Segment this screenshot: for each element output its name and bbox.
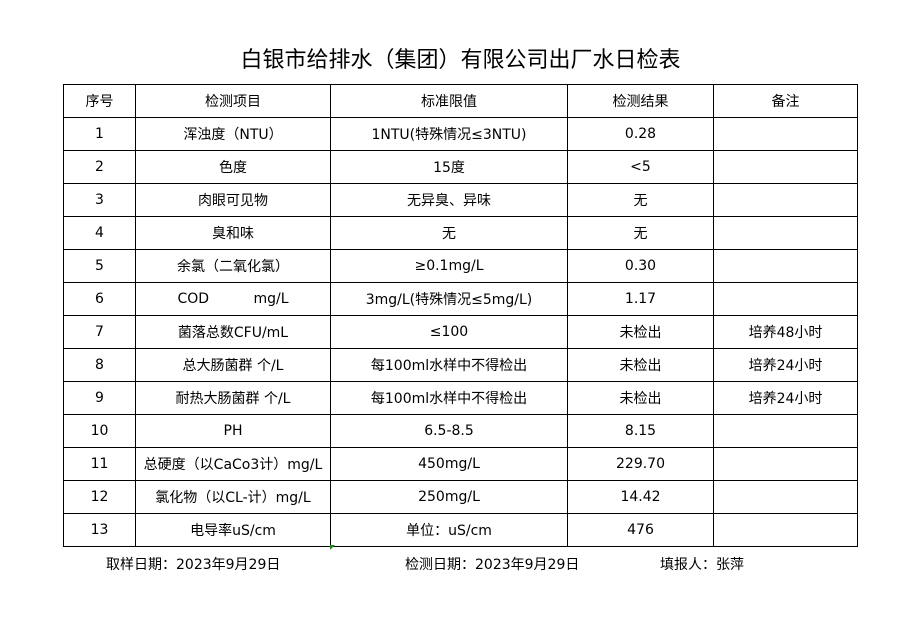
test-item: 电导率uS/cm: [135, 513, 331, 547]
test-result: 未检出: [567, 348, 714, 382]
header-test-item: 检测项目: [135, 84, 331, 118]
cell-indicator-icon: [330, 545, 335, 550]
standard-limit: 1NTU(特殊情况≤3NTU): [330, 117, 568, 151]
standard-limit: 450mg/L: [330, 447, 568, 481]
standard-limit: ≤100: [330, 315, 568, 349]
row-number: 4: [63, 216, 136, 250]
remark: 培养24小时: [713, 348, 858, 382]
remark: [713, 282, 858, 316]
table-row: 4 臭和味无无: [63, 216, 858, 250]
header-remark: 备注: [713, 84, 858, 118]
remark: 培养24小时: [713, 381, 858, 415]
standard-limit: 单位：uS/cm: [330, 513, 568, 547]
row-number: 7: [63, 315, 136, 349]
remark: [713, 414, 858, 448]
table-row: 5 余氯（二氧化氯） ≥0.1mg/L 0.30: [63, 249, 858, 283]
table-row: 2 色度 15度 <5: [63, 150, 858, 184]
standard-limit: 250mg/L: [330, 480, 568, 514]
page-title: 白银市给排水（集团）有限公司出厂水日检表: [240, 48, 681, 73]
standard-limit: ≥0.1mg/L: [330, 249, 568, 283]
header-row-number: 序号: [63, 84, 136, 118]
test-item: 色度: [135, 150, 331, 184]
test-item: 臭和味: [135, 216, 331, 250]
test-result: 1.17: [567, 282, 714, 316]
test-item: 总硬度（以CaCo3计）mg/L: [135, 447, 331, 481]
remark: [713, 183, 858, 217]
row-number: 10: [63, 414, 136, 448]
row-number: 13: [63, 513, 136, 547]
table-row: 3 肉眼可见物 无异臭、异味无: [63, 183, 858, 217]
table-row: 6 COD mg/L 3mg/L(特殊情况≤5mg/L) 1.17: [63, 282, 858, 316]
remark: [713, 480, 858, 514]
remark: [713, 150, 858, 184]
test-item: 菌落总数CFU/mL: [135, 315, 331, 349]
test-result: 229.70: [567, 447, 714, 481]
table-row: 10 PH 6.5-8.5 8.15: [63, 414, 858, 448]
standard-limit: 无异臭、异味: [330, 183, 568, 217]
test-result: 未检出: [567, 381, 714, 415]
standard-limit: 6.5-8.5: [330, 414, 568, 448]
test-result: 476: [567, 513, 714, 547]
standard-limit: 无: [330, 216, 568, 250]
test-result: 0.30: [567, 249, 714, 283]
inspection-table: 序号 检测项目 标准限值 检测结果 备注 1 浑浊度（NTU） 1NTU(特殊情况≤3NTU)…: [63, 84, 858, 547]
test-result: 无: [567, 216, 714, 250]
remark: [713, 249, 858, 283]
row-number: 3: [63, 183, 136, 217]
remark: [713, 216, 858, 250]
table-row: 12 氯化物（以CL-计）mg/L 250mg/L 14.42: [63, 480, 858, 514]
test-date: 检测日期：2023年9月29日: [405, 557, 580, 573]
table-row: 1 浑浊度（NTU） 1NTU(特殊情况≤3NTU) 0.28: [63, 117, 858, 151]
test-item: 氯化物（以CL-计）mg/L: [135, 480, 331, 514]
test-item: 浑浊度（NTU）: [135, 117, 331, 151]
test-result: 未检出: [567, 315, 714, 349]
remark: 培养48小时: [713, 315, 858, 349]
row-number: 1: [63, 117, 136, 151]
test-item: PH: [135, 414, 331, 448]
test-item: 耐热大肠菌群 个/L: [135, 381, 331, 415]
row-number: 9: [63, 381, 136, 415]
test-item: COD mg/L: [135, 282, 331, 316]
test-result: 0.28: [567, 117, 714, 151]
row-number: 11: [63, 447, 136, 481]
row-number: 12: [63, 480, 136, 514]
table-row: 7 菌落总数CFU/mL ≤100 未检出 培养48小时: [63, 315, 858, 349]
standard-limit: 15度: [330, 150, 568, 184]
test-item: 余氯（二氧化氯）: [135, 249, 331, 283]
sampling-date: 取样日期：2023年9月29日: [106, 557, 281, 573]
test-result: 14.42: [567, 480, 714, 514]
row-number: 2: [63, 150, 136, 184]
test-result: 无: [567, 183, 714, 217]
table-row: 11 总硬度（以CaCo3计）mg/L 450mg/L 229.70: [63, 447, 858, 481]
table-row: 8 总大肠菌群 个/L 每100ml水样中不得检出 未检出 培养24小时: [63, 348, 858, 382]
row-number: 8: [63, 348, 136, 382]
table-row: 9 耐热大肠菌群 个/L 每100ml水样中不得检出 未检出 培养24小时: [63, 381, 858, 415]
standard-limit: 3mg/L(特殊情况≤5mg/L): [330, 282, 568, 316]
remark: [713, 447, 858, 481]
header-test-result: 检测结果: [567, 84, 714, 118]
test-result: <5: [567, 150, 714, 184]
table-row: 13 电导率uS/cm 单位：uS/cm 476: [63, 513, 858, 547]
row-number: 5: [63, 249, 136, 283]
standard-limit: 每100ml水样中不得检出: [330, 348, 568, 382]
reporter: 填报人：张萍: [660, 557, 744, 573]
standard-limit: 每100ml水样中不得检出: [330, 381, 568, 415]
header-row: 序号 检测项目 标准限值 检测结果 备注: [63, 84, 858, 118]
remark: [713, 513, 858, 547]
row-number: 6: [63, 282, 136, 316]
test-result: 8.15: [567, 414, 714, 448]
test-item: 总大肠菌群 个/L: [135, 348, 331, 382]
test-item: 肉眼可见物: [135, 183, 331, 217]
remark: [713, 117, 858, 151]
header-standard-limit: 标准限值: [330, 84, 568, 118]
